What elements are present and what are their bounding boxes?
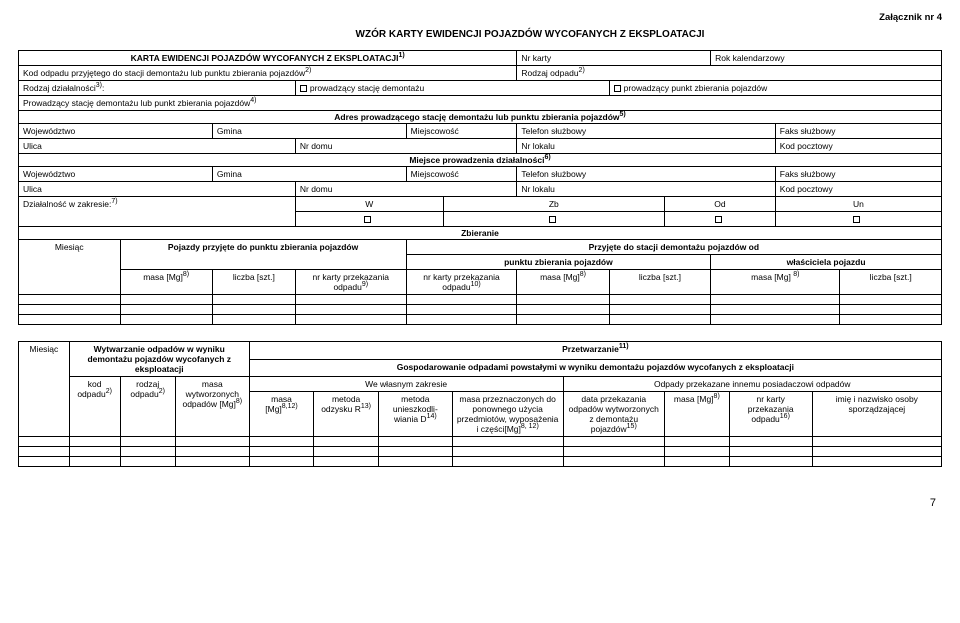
woj1: Województwo — [19, 124, 213, 139]
nrdomu1: Nr domu — [295, 139, 516, 154]
metodz: metoda odzysku R13) — [314, 392, 379, 437]
card-title: KARTA EWIDENCJI POJAZDÓW WYCOFANYCH Z EK… — [19, 51, 517, 66]
rodzaj-odpadu-label: Rodzaj odpadu2) — [517, 66, 942, 81]
tel1: Telefon służbowy — [517, 124, 775, 139]
masa3: masa [Mg] 8) — [711, 270, 840, 295]
miejsc2: Miejscowość — [406, 167, 517, 182]
nrkarty1: nr karty przekazania odpadu9) — [295, 270, 406, 295]
nrdomu2: Nr domu — [295, 182, 516, 197]
nrlok1: Nr lokalu — [517, 139, 775, 154]
check-w[interactable] — [295, 212, 443, 227]
przetwarzanie-table: Miesiąc Wytwarzanie odpadów w wyniku dem… — [18, 341, 942, 467]
przyj-do: Przyjęte do stacji demontażu pojazdów od — [406, 240, 941, 255]
wewlasnym: We własnym zakresie — [249, 377, 563, 392]
check-od[interactable] — [665, 212, 776, 227]
empty-row — [19, 437, 942, 447]
kod-odpadu-label: Kod odpadu przyjętego do stacji demontaż… — [19, 66, 517, 81]
nrkartyp: nr karty przekazania odpadu16) — [729, 392, 812, 437]
dzial-zakres: Działalność w zakresie:7) — [19, 197, 296, 227]
masawytw: masa wytworzonych odpadów [Mg]8) — [175, 377, 249, 437]
przetw-section: Przetwarzanie11) — [249, 342, 941, 360]
masa2: masa [Mg]8) — [517, 270, 609, 295]
check-un[interactable] — [775, 212, 941, 227]
kodpocz2: Kod pocztowy — [775, 182, 941, 197]
page-title: WZÓR KARTY EWIDENCJI POJAZDÓW WYCOFANYCH… — [18, 29, 942, 40]
masaprzezn: masa przeznaczonych do ponownego użycia … — [452, 392, 563, 437]
liczba1: liczba [szt.] — [212, 270, 295, 295]
liczba2: liczba [szt.] — [609, 270, 711, 295]
imie: imię i nazwisko osoby sporządzającej — [812, 392, 941, 437]
dataprzek: data przekazania odpadów wytworzonych z … — [563, 392, 665, 437]
ulica2: Ulica — [19, 182, 296, 197]
liczba3: liczba [szt.] — [840, 270, 942, 295]
header-table: KARTA EWIDENCJI POJAZDÓW WYCOFANYCH Z EK… — [18, 50, 942, 227]
odpadyprzek: Odpady przekazane innemu posiadaczowi od… — [563, 377, 942, 392]
zb-label: Zb — [443, 197, 665, 212]
rok-kalendarzowy-label: Rok kalendarzowy — [711, 51, 942, 66]
empty-row — [19, 315, 942, 325]
kodpocz1: Kod pocztowy — [775, 139, 941, 154]
ulica1: Ulica — [19, 139, 296, 154]
faks1: Faks służbowy — [775, 124, 941, 139]
empty-row — [19, 305, 942, 315]
gmina1: Gmina — [212, 124, 406, 139]
wytw: Wytwarzanie odpadów w wyniku demontażu p… — [69, 342, 249, 377]
attachment-label: Załącznik nr 4 — [18, 12, 942, 23]
faks2: Faks służbowy — [775, 167, 941, 182]
gospod: Gospodarowanie odpadami powstałymi w wyn… — [249, 359, 941, 377]
un-label: Un — [775, 197, 941, 212]
nrkarty2: nr karty przekazania odpadu10) — [406, 270, 517, 295]
rodzaj-dzial-label: Rodzaj działalności3): — [19, 81, 296, 96]
masa-p2: masa [Mg]8) — [665, 392, 730, 437]
prowadzacy-label: Prowadzący stację demontażu lub punkt zb… — [19, 96, 942, 111]
zbieranie-section: Zbieranie — [19, 227, 942, 240]
punktu: punktu zbierania pojazdów — [406, 255, 711, 270]
empty-row — [19, 447, 942, 457]
adres-section: Adres prowadzącego stację demontażu lub … — [19, 111, 942, 124]
masa1: masa [Mg]8) — [120, 270, 212, 295]
check-zb[interactable] — [443, 212, 665, 227]
rodzodp: rodzaj odpadu2) — [120, 377, 175, 437]
empty-row — [19, 295, 942, 305]
miejsce-section: Miejsce prowadzenia działalności6) — [19, 154, 942, 167]
empty-row — [19, 457, 942, 467]
wlasc: właściciela pojazdu — [711, 255, 942, 270]
gmina2: Gmina — [212, 167, 406, 182]
tel2: Telefon służbowy — [517, 167, 775, 182]
miejsc1: Miejscowość — [406, 124, 517, 139]
metun: metoda unieszkodli-wiania D14) — [378, 392, 452, 437]
zbieranie-table: Zbieranie Miesiąc Pojazdy przyjęte do pu… — [18, 227, 942, 325]
check-punkt[interactable]: prowadzący punkt zbierania pojazdów — [609, 81, 941, 96]
kododp: kod odpadu2) — [69, 377, 120, 437]
masa-p1: masa [Mg]8,12) — [249, 392, 314, 437]
miesiac2: Miesiąc — [19, 342, 70, 437]
woj2: Województwo — [19, 167, 213, 182]
od-label: Od — [665, 197, 776, 212]
miesiac-label: Miesiąc — [19, 240, 121, 295]
check-stacja[interactable]: prowadzący stację demontażu — [295, 81, 609, 96]
page-number: 7 — [18, 497, 942, 509]
nr-karty-label: Nr karty — [517, 51, 711, 66]
w-label: W — [295, 197, 443, 212]
nrlok2: Nr lokalu — [517, 182, 775, 197]
poj-przyj: Pojazdy przyjęte do punktu zbierania poj… — [120, 240, 406, 270]
